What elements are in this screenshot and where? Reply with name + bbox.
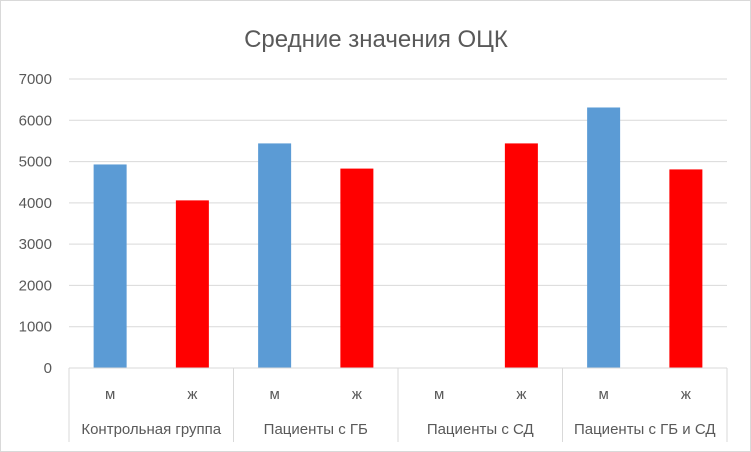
bar xyxy=(93,164,127,368)
chart-title: Средние значения ОЦК xyxy=(244,26,508,53)
y-tick-label: 4000 xyxy=(19,195,52,212)
subcategory-label: м xyxy=(434,386,444,403)
x-axis: м ж Контрольная группа м ж Пациенты с ГБ м ж Пац… xyxy=(68,367,728,442)
y-tick-label: 7000 xyxy=(19,71,52,88)
group-label: Пациенты с ГБ xyxy=(264,421,368,438)
subcategory-label: ж xyxy=(516,386,526,403)
bar xyxy=(587,107,621,368)
y-tick-label: 5000 xyxy=(19,154,52,171)
y-tick-label: 6000 xyxy=(19,112,52,129)
subcategory-label: м xyxy=(105,386,115,403)
subcategory-label: м xyxy=(598,386,608,403)
subcategory-label: ж xyxy=(352,386,362,403)
bar xyxy=(504,143,538,368)
bar xyxy=(669,169,703,368)
subcategory-label: м xyxy=(269,386,279,403)
subcategory-label: ж xyxy=(187,386,197,403)
group-label: Пациенты с ГБ и СД xyxy=(574,421,716,438)
gridlines xyxy=(69,78,727,328)
bar xyxy=(258,143,292,368)
y-tick-label: 3000 xyxy=(19,236,52,253)
group-label: Пациенты с СД xyxy=(427,421,534,438)
y-tick-label: 1000 xyxy=(19,319,52,336)
y-tick-label: 2000 xyxy=(19,277,52,294)
group-label: Контрольная группа xyxy=(81,421,221,438)
y-axis-tick-labels: 0 1000 2000 3000 4000 5000 6000 7000 xyxy=(19,71,52,377)
subcategory-label: ж xyxy=(681,386,691,403)
bars xyxy=(93,107,703,368)
bar xyxy=(340,168,374,368)
y-tick-label: 0 xyxy=(44,360,52,377)
bar xyxy=(175,200,209,368)
